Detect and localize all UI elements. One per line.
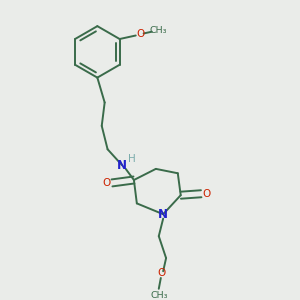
Text: N: N bbox=[158, 208, 168, 221]
Text: O: O bbox=[158, 268, 166, 278]
Text: CH₃: CH₃ bbox=[150, 291, 167, 300]
Text: O: O bbox=[136, 29, 145, 39]
Text: O: O bbox=[202, 189, 211, 199]
Text: H: H bbox=[128, 154, 136, 164]
Text: N: N bbox=[117, 159, 127, 172]
Text: CH₃: CH₃ bbox=[149, 26, 167, 35]
Text: O: O bbox=[103, 178, 111, 188]
